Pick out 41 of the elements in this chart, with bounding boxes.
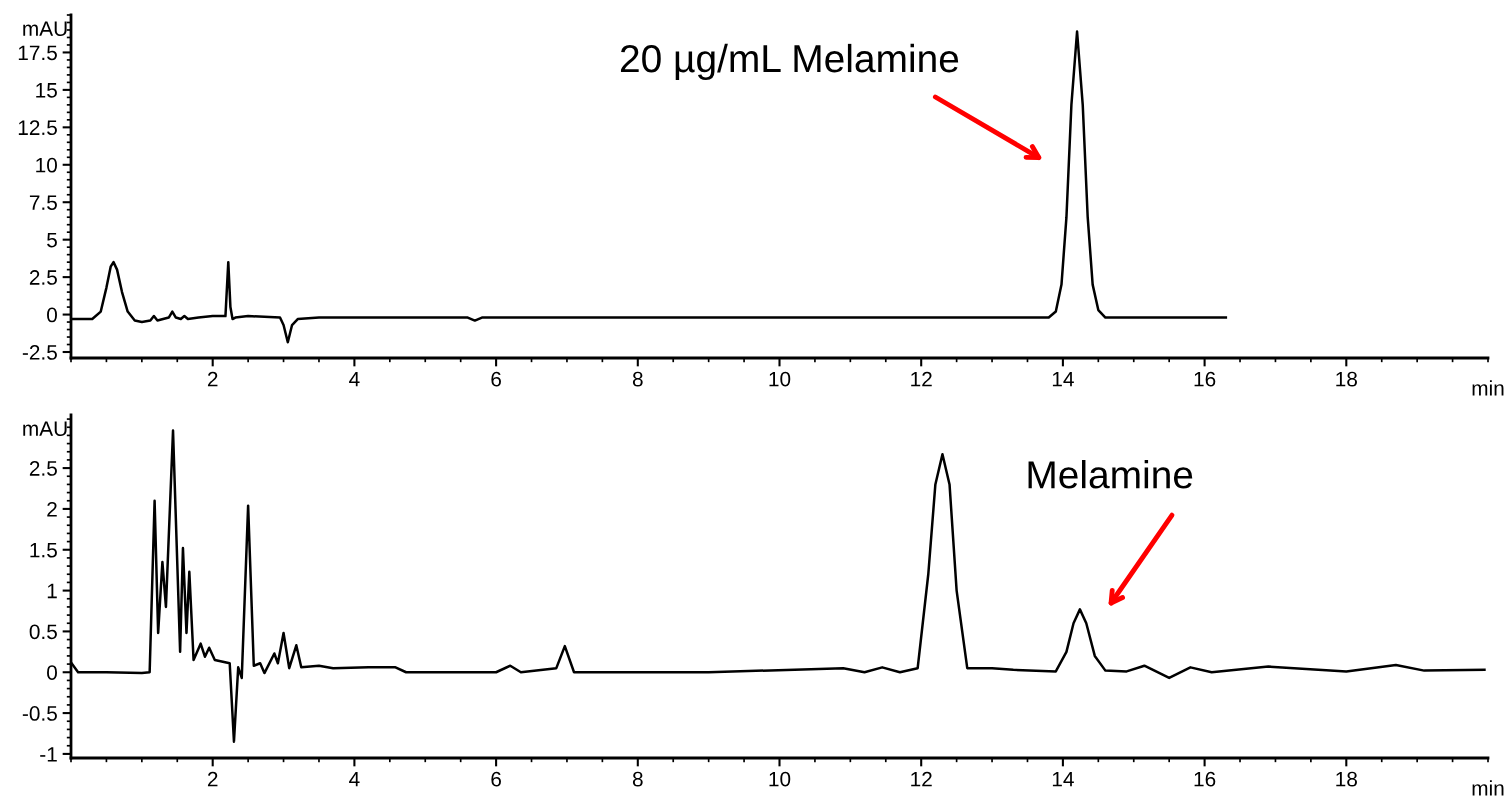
y-tick-label: 1 — [47, 583, 57, 599]
x-tick-label: 6 — [491, 771, 501, 787]
y-tick-label: 2.5 — [29, 461, 57, 476]
x-tick-label: 6 — [491, 371, 501, 387]
y-tick-label: 2.5 — [29, 270, 57, 285]
y-tick-label: -0.5 — [22, 706, 57, 721]
y-tick-label: 1.5 — [30, 542, 57, 558]
x-tick-label: 10 — [769, 771, 791, 787]
y-tick-label: 15 — [36, 83, 57, 98]
annotation: 20 µg/mL Melamine — [620, 43, 959, 81]
x-tick-label: 4 — [349, 371, 360, 387]
x-tick-label: 14 — [1052, 771, 1074, 787]
y-tick-label: 2 — [47, 501, 57, 517]
x-tick-label: 16 — [1194, 771, 1216, 787]
y-tick-label: -2.5 — [22, 345, 57, 360]
x-tick-label: 12 — [911, 771, 932, 787]
x-tick-label: 2 — [207, 371, 218, 387]
annotation: Melamine — [1028, 459, 1193, 489]
x-axis-title: min — [1472, 780, 1504, 796]
y-tick-label: 10 — [36, 157, 57, 173]
x-tick-label: 12 — [911, 371, 932, 387]
x-tick-label: 10 — [769, 371, 791, 387]
x-tick-label: 18 — [1336, 371, 1357, 387]
y-tick-label: 0 — [47, 665, 57, 680]
x-tick-label: 8 — [632, 771, 643, 787]
x-tick-label: 16 — [1194, 371, 1216, 387]
x-tick-label: 4 — [349, 771, 360, 787]
y-tick-label: 0.5 — [29, 624, 57, 640]
x-tick-label: 2 — [207, 771, 218, 787]
y-tick-label: 17.5 — [18, 45, 57, 61]
y-tick-label: 0 — [47, 307, 57, 323]
x-tick-label: 8 — [632, 371, 643, 387]
y-tick-label: 7.5 — [29, 195, 57, 210]
y-tick-label: 12.5 — [18, 120, 57, 136]
x-tick-label: 14 — [1052, 371, 1074, 387]
x-axis-title: min — [1472, 380, 1504, 396]
y-tick-label: 5 — [47, 232, 57, 248]
x-tick-label: 18 — [1336, 771, 1357, 787]
y-tick-label: -1 — [40, 747, 57, 762]
y-axis-title: mAU — [23, 21, 67, 37]
y-axis-title: mAU — [23, 421, 67, 437]
